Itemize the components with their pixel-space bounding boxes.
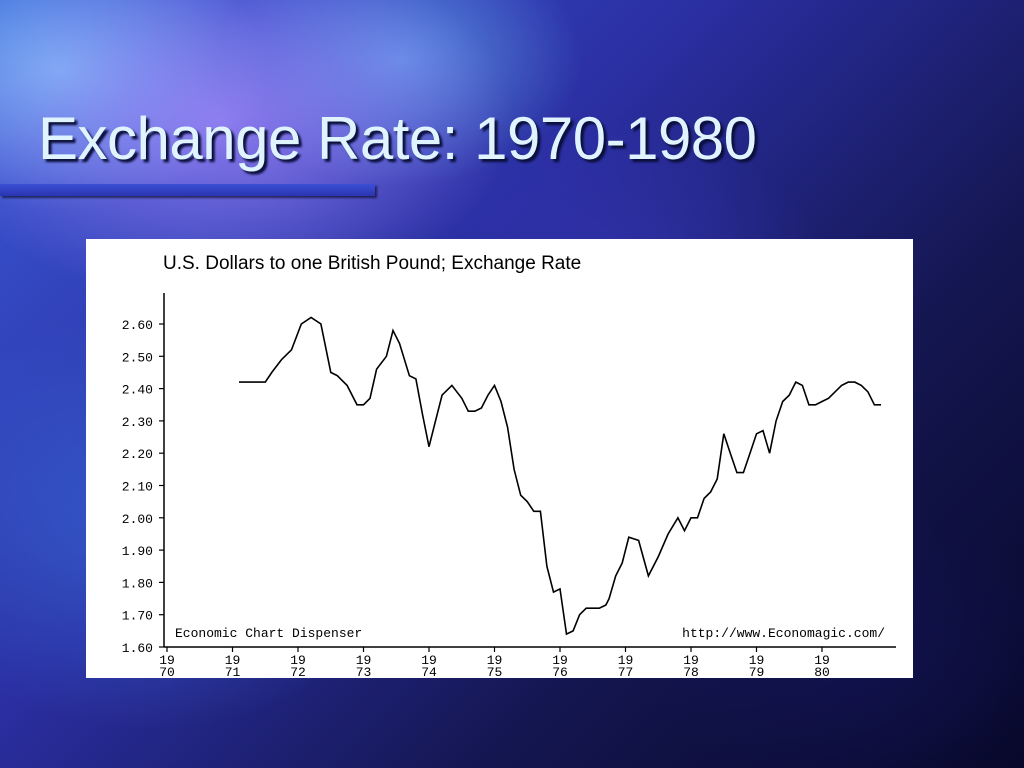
x-tick-label-top: 19 xyxy=(552,653,568,668)
title-underline-bar xyxy=(0,184,375,196)
y-tick-label: 1.80 xyxy=(122,576,153,591)
x-tick-label-bottom: 70 xyxy=(159,665,175,678)
x-tick-label-bottom: 79 xyxy=(749,665,765,678)
x-tick-label-top: 19 xyxy=(290,653,306,668)
x-tick-label-bottom: 74 xyxy=(421,665,437,678)
x-tick-label-top: 19 xyxy=(225,653,241,668)
x-tick-label-bottom: 76 xyxy=(552,665,568,678)
y-tick-label: 2.40 xyxy=(122,383,153,398)
x-tick-label-top: 19 xyxy=(814,653,830,668)
x-tick-label-bottom: 80 xyxy=(814,665,830,678)
chart-panel: U.S. Dollars to one British Pound; Excha… xyxy=(86,239,913,678)
y-tick-label: 2.10 xyxy=(122,480,153,495)
x-tick-label-top: 19 xyxy=(159,653,175,668)
x-tick-label-bottom: 75 xyxy=(487,665,503,678)
slide-title: Exchange Rate: 1970-1980 xyxy=(38,105,757,172)
y-tick-label: 1.60 xyxy=(122,641,153,656)
x-tick-label-top: 19 xyxy=(421,653,437,668)
x-tick-label-top: 19 xyxy=(356,653,372,668)
y-tick-label: 2.60 xyxy=(122,318,153,333)
x-tick-label-top: 19 xyxy=(618,653,634,668)
source-left-label: Economic Chart Dispenser xyxy=(175,626,362,641)
x-tick-label-bottom: 72 xyxy=(290,665,306,678)
x-tick-label-bottom: 71 xyxy=(225,665,241,678)
x-tick-label-top: 19 xyxy=(487,653,503,668)
x-tick-label-top: 19 xyxy=(749,653,765,668)
x-tick-label-bottom: 73 xyxy=(356,665,372,678)
y-tick-label: 2.30 xyxy=(122,415,153,430)
series-line xyxy=(239,316,881,636)
y-tick-label: 2.00 xyxy=(122,512,153,527)
y-tick-label: 2.50 xyxy=(122,350,153,365)
y-tick-label: 1.70 xyxy=(122,609,153,624)
y-tick-label: 1.90 xyxy=(122,544,153,559)
y-tick-label: 2.20 xyxy=(122,447,153,462)
x-tick-label-bottom: 77 xyxy=(618,665,634,678)
x-tick-label-bottom: 78 xyxy=(683,665,699,678)
exchange-rate-chart: U.S. Dollars to one British Pound; Excha… xyxy=(122,253,896,678)
source-right-label: http://www.Economagic.com/ xyxy=(682,626,885,641)
chart-title: U.S. Dollars to one British Pound; Excha… xyxy=(163,253,581,274)
x-tick-label-top: 19 xyxy=(683,653,699,668)
